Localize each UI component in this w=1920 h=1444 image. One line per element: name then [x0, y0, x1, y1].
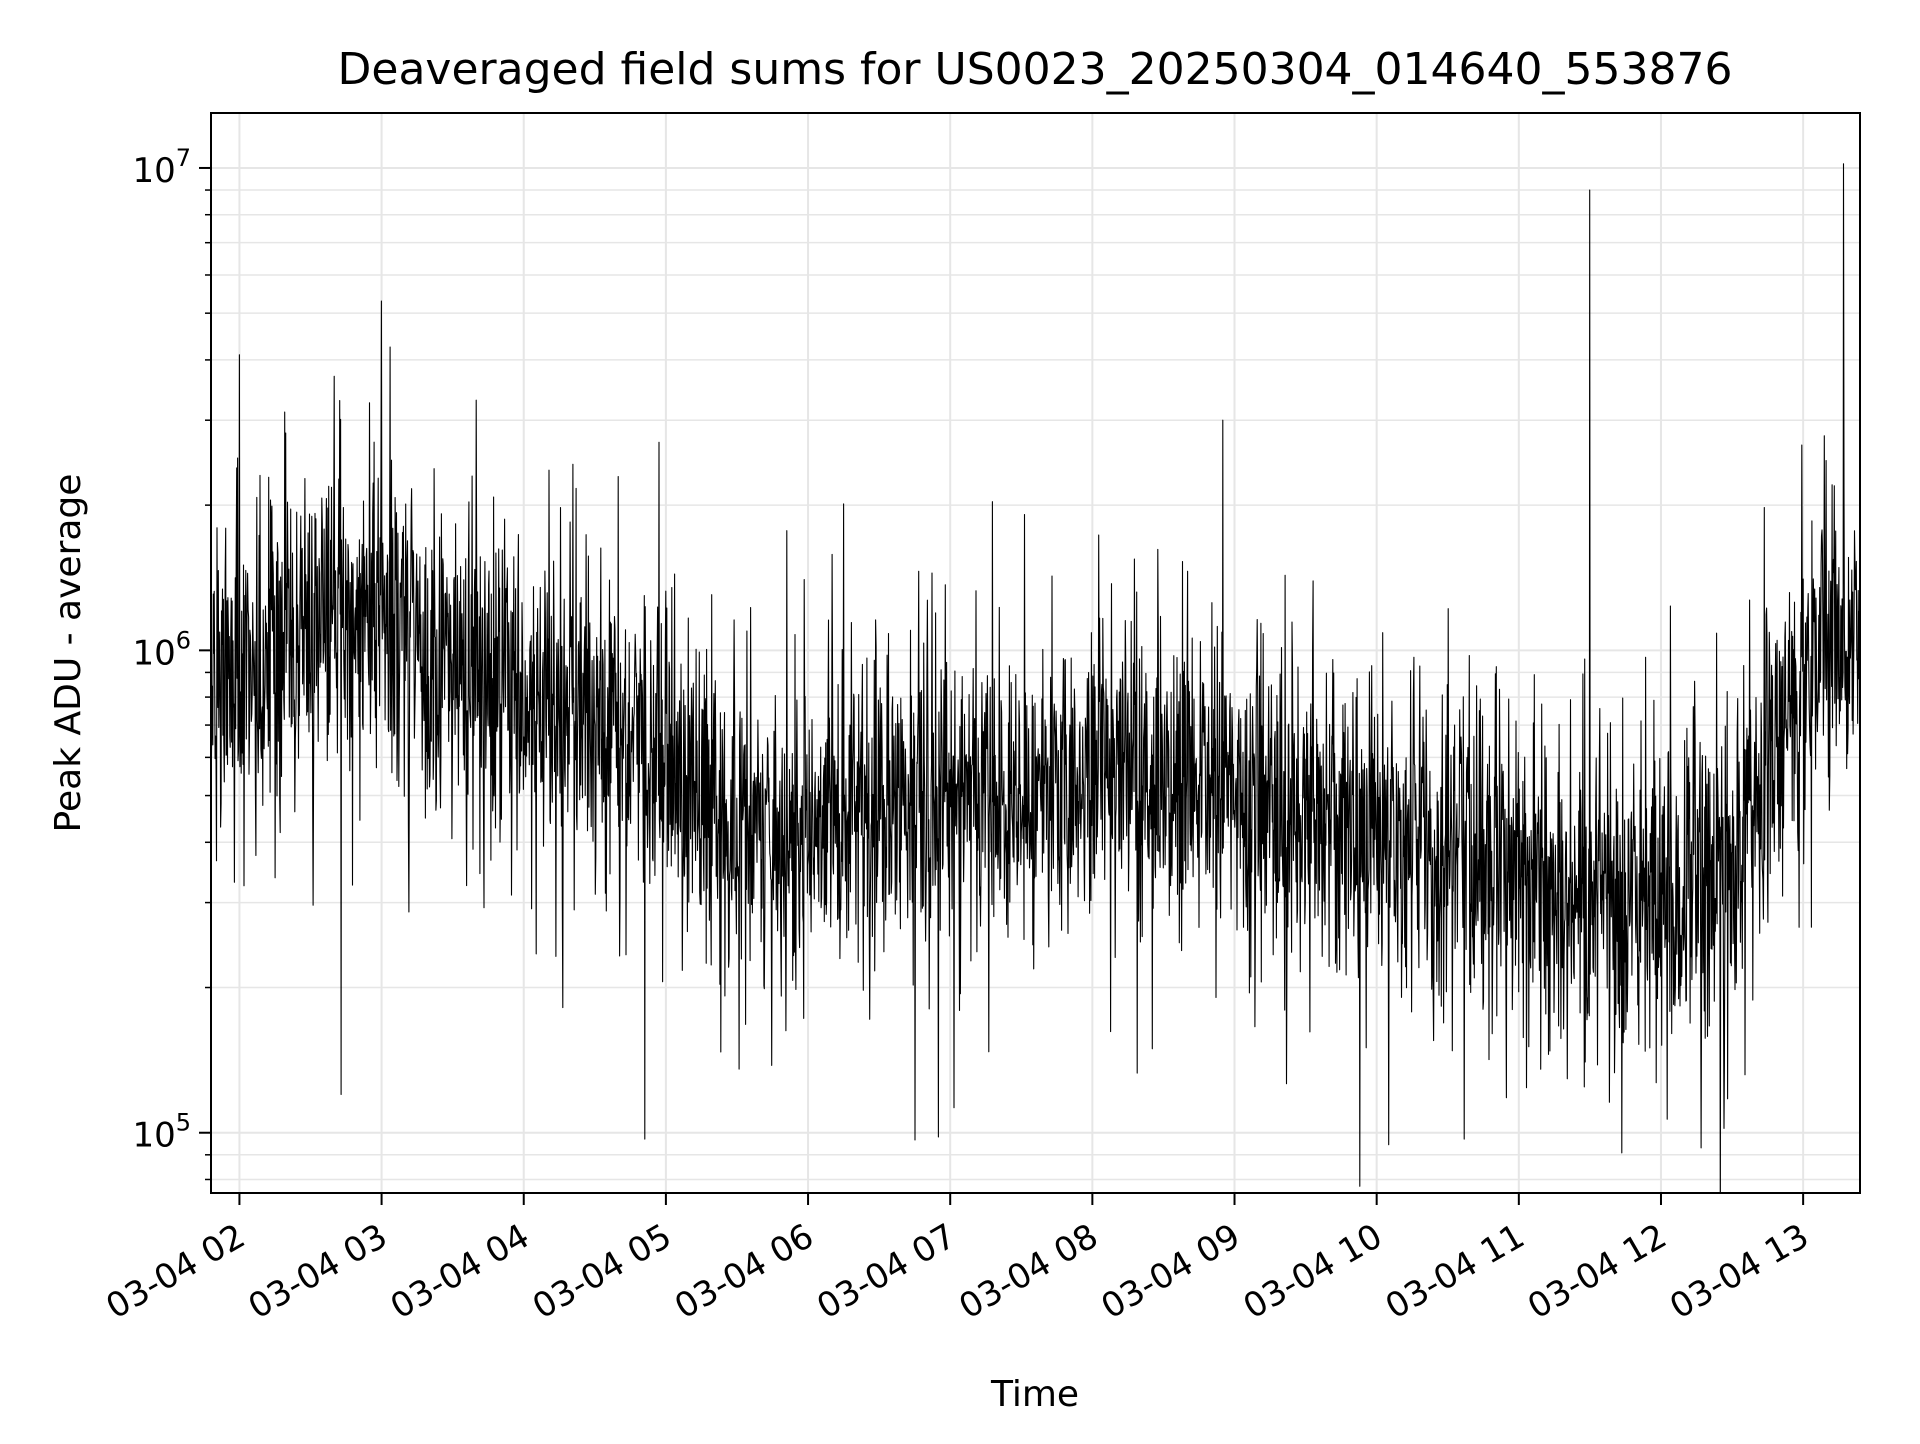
series-path [211, 163, 1860, 1193]
chart-title: Deaveraged field sums for US0023_2025030… [338, 44, 1733, 95]
series-line [211, 163, 1860, 1193]
y-tick-label: 107 [132, 144, 191, 191]
y-tick-label: 106 [132, 626, 191, 673]
plot-frame [210, 112, 1861, 1194]
x-axis-label: Time [990, 1374, 1079, 1415]
y-tick-label: 105 [132, 1109, 191, 1156]
y-axis-label: Peak ADU - average [48, 474, 89, 833]
